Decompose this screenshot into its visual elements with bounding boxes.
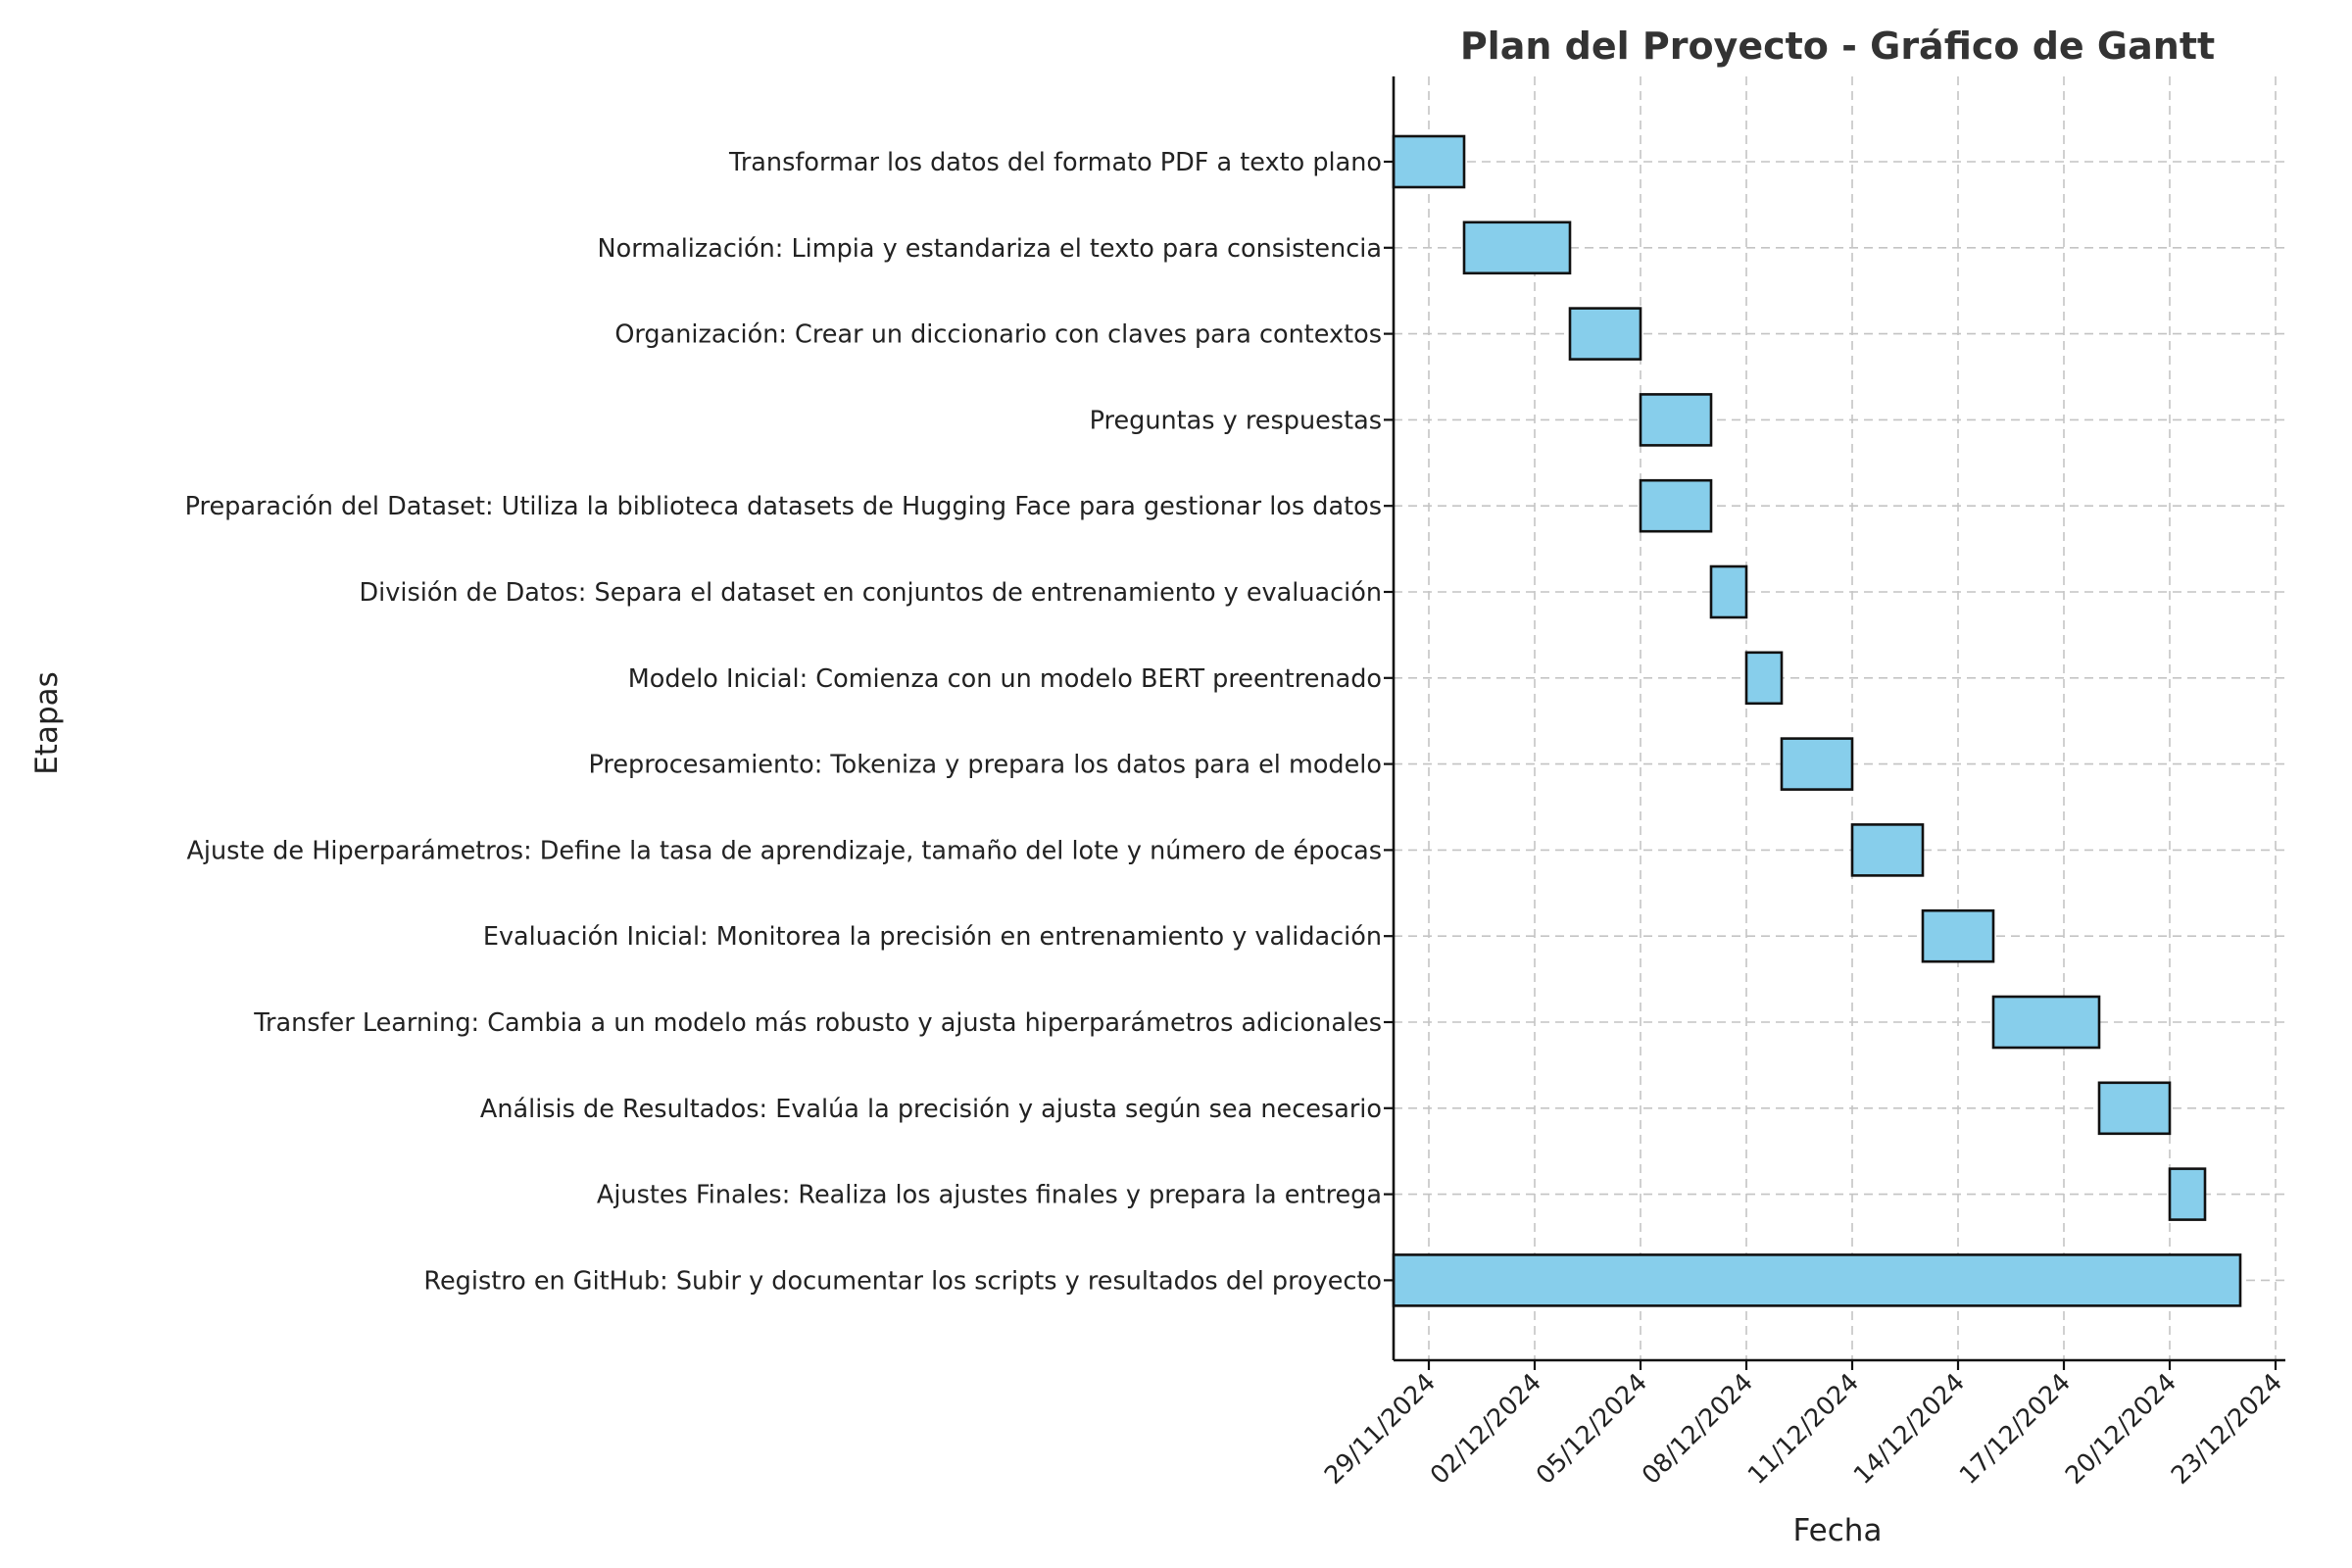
task-bars [1392,134,2242,1307]
task-bar [1921,908,1995,963]
task-bar [1639,393,1713,447]
chart-title: Plan del Proyecto - Gráfico de Gantt [1460,24,2215,68]
task-label: Ajuste de Hiperparámetros: Define la tas… [186,836,1382,865]
tick-marks [1384,160,2278,1370]
grid [1394,76,2285,1360]
x-tick-label: 08/12/2024 [1637,1368,1759,1491]
task-bar [2097,1081,2172,1136]
task-bar [1392,1253,2242,1307]
task-bar [1392,134,1466,189]
task-bar [1991,995,2101,1050]
task-bar [1568,307,1642,361]
task-labels: Transformar los datos del formato PDF a … [185,148,1382,1296]
x-tick-label: 20/12/2024 [2060,1368,2182,1491]
task-label: Preparación del Dataset: Utiliza la bibl… [185,492,1382,521]
task-label: División de Datos: Separa el dataset en … [360,578,1382,608]
task-bar [1744,651,1784,706]
task-label: Análisis de Resultados: Evalúa la precis… [480,1095,1382,1124]
task-bar [1850,823,1925,877]
y-axis-title: Etapas [29,671,65,775]
task-bar [1639,478,1713,533]
x-axis-title: Fecha [1793,1513,1883,1548]
x-tick-label: 05/12/2024 [1531,1368,1653,1491]
axes [1392,76,2285,1362]
task-label: Registro en GitHub: Subir y documentar l… [423,1266,1382,1296]
task-label: Preguntas y respuestas [1090,406,1382,435]
task-label: Transformar los datos del formato PDF a … [728,148,1382,177]
x-tick-label: 23/12/2024 [2166,1368,2288,1491]
task-label: Ajustes Finales: Realiza los ajustes fin… [597,1181,1382,1210]
task-bar [2168,1167,2207,1221]
x-tick-label: 14/12/2024 [1848,1368,1971,1491]
task-label: Transfer Learning: Cambia a un modelo má… [253,1008,1382,1038]
x-tick-label: 17/12/2024 [1954,1368,2077,1491]
task-bar [1780,737,1854,791]
task-label: Modelo Inicial: Comienza con un modelo B… [628,664,1382,694]
x-tick-label: 11/12/2024 [1742,1368,1865,1491]
x-tick-label: 02/12/2024 [1425,1368,1547,1491]
x-tick-label: 29/11/2024 [1319,1368,1442,1491]
task-label: Preprocesamiento: Tokeniza y prepara los… [588,751,1382,780]
task-bar [1709,564,1748,619]
date-tick-labels: 29/11/202402/12/202405/12/202408/12/2024… [1319,1368,2288,1491]
task-label: Organización: Crear un diccionario con c… [614,320,1382,350]
task-label: Normalización: Limpia y estandariza el t… [598,234,1382,264]
task-bar [1462,220,1572,275]
task-label: Evaluación Inicial: Monitorea la precisi… [483,922,1382,952]
